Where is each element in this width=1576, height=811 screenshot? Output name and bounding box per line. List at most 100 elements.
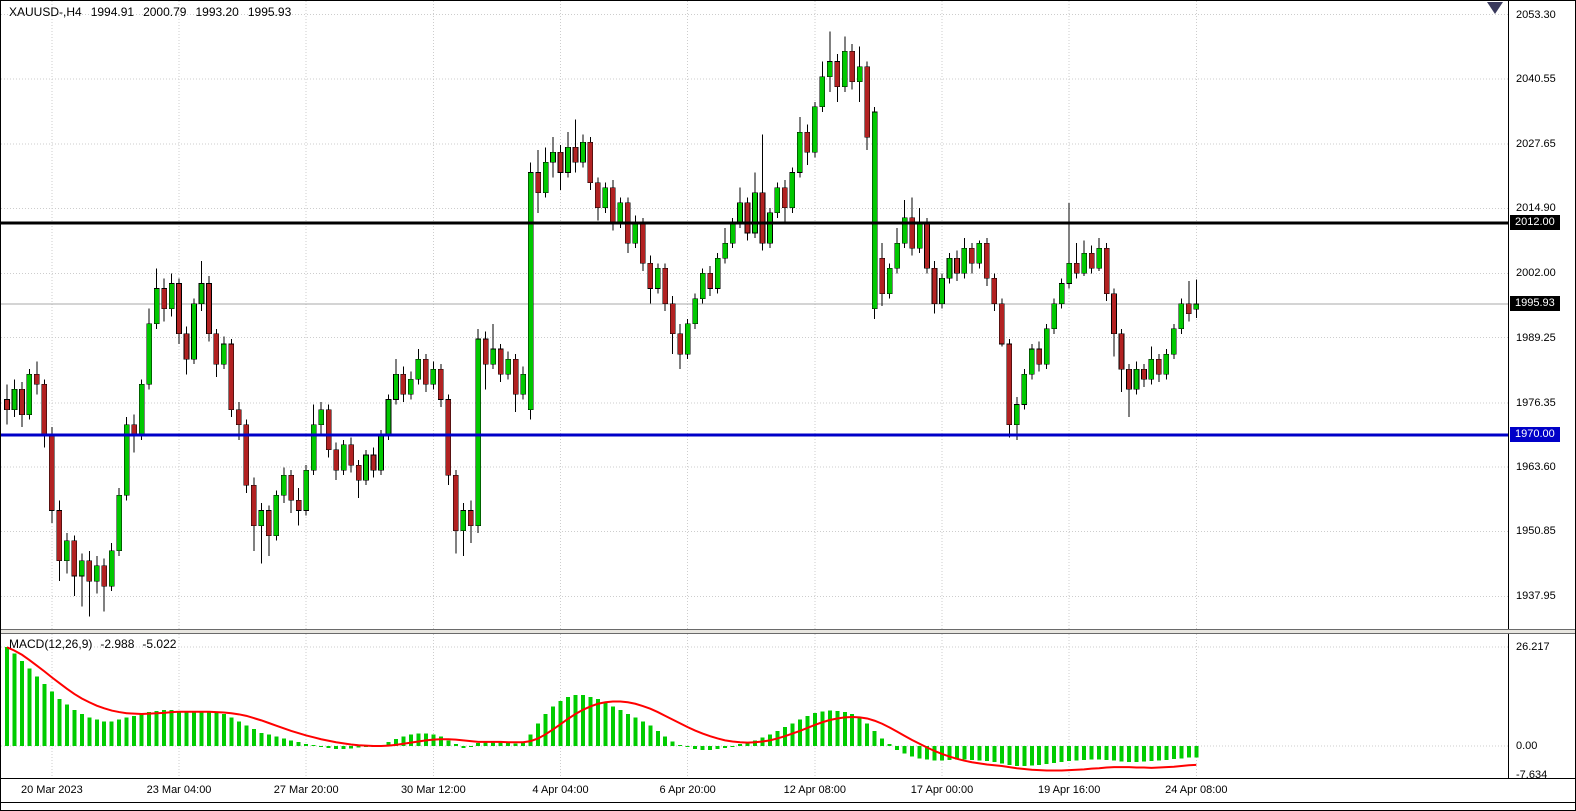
- macd-bar: [648, 725, 653, 746]
- macd-bar: [962, 746, 967, 760]
- macd-bar: [1104, 746, 1109, 760]
- bull-candle: [654, 268, 661, 289]
- chart-shift-marker-icon[interactable]: [1487, 2, 1503, 14]
- bull-candle: [617, 202, 624, 224]
- bull-candle: [789, 172, 796, 209]
- macd-bar: [633, 717, 638, 746]
- bull-candle: [692, 298, 698, 325]
- bull-candle: [1193, 303, 1200, 310]
- macd-bar: [139, 713, 144, 746]
- macd-bar: [827, 710, 832, 746]
- macd-bar: [566, 696, 570, 746]
- bull-candle: [819, 76, 826, 108]
- bear-candle: [265, 510, 272, 536]
- macd-bar: [1059, 746, 1064, 762]
- bear-candle: [288, 474, 295, 501]
- bear-candle: [587, 141, 594, 183]
- bull-candle: [258, 510, 265, 526]
- macd-bar: [513, 743, 518, 746]
- macd-bar: [341, 746, 346, 750]
- bull-candle: [280, 474, 287, 496]
- price-line-badge[interactable]: 1970.00: [1510, 426, 1560, 442]
- bear-candle: [662, 268, 669, 304]
- bear-candle: [4, 399, 10, 410]
- bull-candle: [146, 323, 152, 385]
- price-chart-canvas[interactable]: [1, 1, 1508, 629]
- bull-candle: [310, 424, 317, 471]
- bear-candle: [999, 303, 1005, 345]
- macd-bar: [835, 710, 840, 746]
- macd-bar: [214, 712, 219, 746]
- bull-candle: [460, 510, 467, 531]
- macd-bar: [453, 744, 458, 746]
- bull-candle: [752, 192, 758, 234]
- time-axis-label: 17 Apr 00:00: [910, 784, 974, 796]
- macd-bar: [1089, 746, 1094, 760]
- macd-bar: [438, 736, 443, 746]
- macd-bar: [1082, 746, 1087, 760]
- macd-bar: [57, 698, 62, 746]
- symbol-period-label: XAUUSD-,H4: [9, 5, 82, 19]
- macd-bar: [498, 742, 503, 746]
- macd-bar: [887, 744, 892, 746]
- bull-candle: [1096, 247, 1102, 269]
- macd-bar: [850, 713, 855, 746]
- macd-bar: [1194, 746, 1199, 758]
- macd-bar: [595, 698, 600, 746]
- bear-candle: [1141, 368, 1147, 380]
- macd-bar: [947, 746, 952, 760]
- bear-candle: [535, 172, 541, 193]
- macd-histogram: [5, 647, 1199, 766]
- bear-candle: [557, 152, 564, 173]
- macd-bar: [281, 738, 286, 746]
- macd-bar: [206, 711, 211, 746]
- time-axis-label: 20 Mar 2023: [21, 784, 83, 796]
- time-axis-label: 30 Mar 12:00: [400, 784, 466, 796]
- macd-bar: [184, 712, 189, 746]
- bull-candle: [11, 389, 18, 410]
- bull-candle: [108, 550, 115, 587]
- bull-candle: [1013, 404, 1020, 426]
- macd-bar: [87, 717, 92, 746]
- bull-candle: [1133, 368, 1140, 390]
- macd-bar: [236, 721, 241, 746]
- macd-bar: [506, 742, 511, 746]
- macd-value-axis[interactable]: 26.217 0.00 -7.634: [1509, 634, 1575, 781]
- bear-candle: [228, 343, 235, 410]
- panel-splitter[interactable]: [1, 629, 1575, 634]
- bear-candle: [782, 187, 788, 209]
- macd-bar: [311, 745, 316, 747]
- macd-bar: [1029, 746, 1034, 766]
- macd-bar: [663, 736, 668, 746]
- price-axis[interactable]: 2053.30 2040.55 2027.65 2014.90 2002.00 1989.…: [1509, 1, 1575, 629]
- bear-candle: [1103, 247, 1110, 294]
- bull-candle: [812, 106, 818, 153]
- macd-bar: [820, 711, 825, 746]
- macd-canvas[interactable]: [1, 634, 1508, 778]
- macd-bar: [880, 738, 885, 746]
- macd-bar: [251, 729, 256, 746]
- bull-candle: [542, 162, 549, 193]
- bull-candle: [565, 146, 571, 173]
- price-line-badge[interactable]: 2012.00: [1510, 214, 1560, 230]
- bear-candle: [56, 510, 63, 562]
- bear-candle: [879, 257, 885, 294]
- macd-bar: [857, 717, 862, 746]
- bull-candle: [841, 51, 848, 88]
- bear-candle: [355, 464, 362, 481]
- macd-bar: [932, 746, 937, 761]
- time-axis[interactable]: 20 Mar 2023 23 Mar 04:00 27 Mar 20:00 30 Ma…: [1, 778, 1575, 802]
- macd-bar: [461, 746, 466, 748]
- bear-candle: [991, 278, 998, 304]
- macd-bar: [34, 676, 39, 746]
- macd-bar: [177, 710, 182, 746]
- bottom-edge-strip: [1, 802, 1575, 810]
- macd-bar: [618, 710, 623, 746]
- bull-candle: [393, 373, 399, 400]
- macd-bar: [954, 746, 959, 760]
- bull-candle: [1028, 348, 1035, 375]
- time-axis-label: 23 Mar 04:00: [146, 784, 212, 796]
- bear-candle: [482, 338, 489, 365]
- bull-candle: [1163, 353, 1170, 375]
